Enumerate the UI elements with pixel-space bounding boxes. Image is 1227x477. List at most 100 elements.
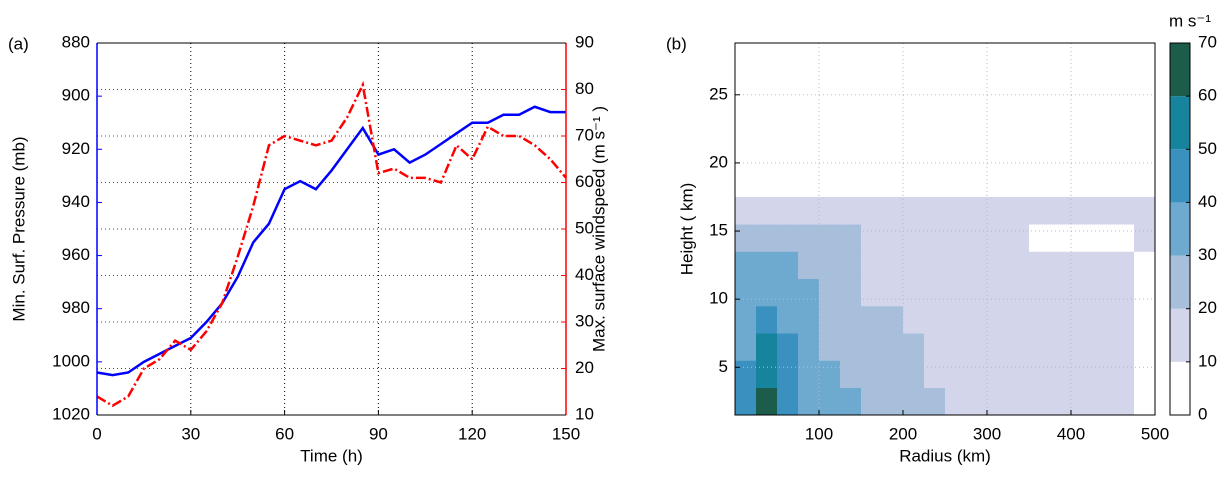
- heat-cell: [1008, 251, 1030, 280]
- heat-cell: [1134, 333, 1156, 361]
- colorbar-segment: [1170, 149, 1190, 203]
- heat-cell: [1092, 251, 1114, 280]
- heat-cell: [1008, 278, 1030, 307]
- heat-cell: [924, 333, 946, 361]
- heat-cell: [798, 305, 820, 334]
- heat-cell: [903, 387, 925, 416]
- heat-cell: [1113, 387, 1135, 416]
- heat-cell: [987, 196, 1009, 225]
- data-line: [96, 105, 566, 377]
- heat-cell: [1071, 360, 1093, 389]
- heat-cell: [1050, 387, 1072, 416]
- heat-cell: [924, 387, 946, 416]
- heat-cell: [819, 387, 841, 416]
- heat-cell: [882, 224, 904, 252]
- heat-cell: [1113, 278, 1135, 307]
- heat-cell: [945, 360, 967, 389]
- heat-cell: [840, 360, 862, 389]
- colorbar-tick-label: 40: [1198, 192, 1217, 211]
- heat-cell: [987, 251, 1009, 280]
- y-tick-label: 10: [709, 289, 728, 308]
- heat-cell: [1008, 360, 1030, 389]
- y2-tick-label: 40: [575, 265, 594, 284]
- y2-tick-label: 70: [575, 125, 594, 144]
- colorbar-tick-label: 30: [1198, 245, 1217, 264]
- heat-cell: [987, 360, 1009, 389]
- heat-cell: [1008, 305, 1030, 334]
- heat-cell: [1092, 305, 1114, 334]
- heat-cell: [1134, 224, 1156, 252]
- heat-cell: [1029, 196, 1051, 225]
- y-tick-label: 1020: [52, 404, 90, 423]
- colorbar-tick-label: 70: [1198, 32, 1217, 51]
- heat-cell: [777, 278, 799, 307]
- heat-cell: [966, 224, 988, 252]
- heat-cell: [945, 333, 967, 361]
- heat-cell: [882, 360, 904, 389]
- heat-cell: [1134, 305, 1156, 334]
- heat-cell: [1071, 278, 1093, 307]
- x-tick-label: 200: [889, 424, 917, 443]
- heat-cell: [756, 224, 778, 252]
- heat-cell: [840, 224, 862, 252]
- heat-cell: [903, 251, 925, 280]
- heat-cell: [1134, 360, 1156, 389]
- heat-cell: [1050, 278, 1072, 307]
- heat-cell: [1050, 224, 1072, 252]
- heat-cell: [777, 360, 799, 389]
- heat-cell: [1134, 387, 1156, 416]
- colorbar-tick-label: 20: [1198, 298, 1217, 317]
- heat-cell: [1050, 196, 1072, 225]
- heat-cell: [966, 251, 988, 280]
- heat-cell: [798, 333, 820, 361]
- heat-cell: [1029, 251, 1051, 280]
- y-tick-label: 940: [62, 192, 90, 211]
- heat-cell: [1008, 387, 1030, 416]
- heat-cell: [1050, 360, 1072, 389]
- heat-cell: [1029, 278, 1051, 307]
- heat-cell: [777, 387, 799, 416]
- heat-cell: [882, 387, 904, 416]
- heat-cell: [1092, 360, 1114, 389]
- colorbar-frame: [1169, 42, 1191, 416]
- y-tick-label: 5: [719, 357, 728, 376]
- heat-cell: [840, 305, 862, 334]
- panel-label: (a): [8, 34, 29, 53]
- heat-cell: [966, 196, 988, 225]
- heat-cell: [1113, 360, 1135, 389]
- y-tick-label: 880: [62, 32, 90, 51]
- heat-cell: [987, 278, 1009, 307]
- colorbar-tick-label: 0: [1198, 404, 1207, 423]
- heat-cell: [819, 251, 841, 280]
- heat-cell: [840, 196, 862, 225]
- heat-cell: [1092, 196, 1114, 225]
- heat-cell: [1134, 251, 1156, 280]
- heat-cell: [1071, 224, 1093, 252]
- heat-cell: [1050, 305, 1072, 334]
- heat-cell: [1008, 196, 1030, 225]
- y-tick-label: 960: [62, 245, 90, 264]
- heat-cell: [861, 305, 883, 334]
- heat-cell: [987, 305, 1009, 334]
- heat-cell: [1008, 333, 1030, 361]
- plot-frame: [734, 42, 1156, 416]
- heat-cell: [1113, 251, 1135, 280]
- heat-cell: [882, 333, 904, 361]
- heat-cell: [756, 251, 778, 280]
- heat-cell: [1092, 278, 1114, 307]
- colorbar-segment: [1170, 96, 1190, 150]
- colorbar-segment: [1170, 361, 1190, 415]
- heat-cell: [924, 251, 946, 280]
- heat-cell: [798, 251, 820, 280]
- heat-cell: [924, 360, 946, 389]
- y-tick-label: 20: [709, 152, 728, 171]
- colorbar-tick-label: 60: [1198, 86, 1217, 105]
- heat-cell: [1134, 196, 1156, 225]
- heat-cell: [945, 387, 967, 416]
- heat-cell: [798, 196, 820, 225]
- heat-cell: [903, 360, 925, 389]
- heat-cell: [1092, 224, 1114, 252]
- heat-cell: [966, 333, 988, 361]
- colorbar-label: m s⁻¹: [1169, 11, 1211, 30]
